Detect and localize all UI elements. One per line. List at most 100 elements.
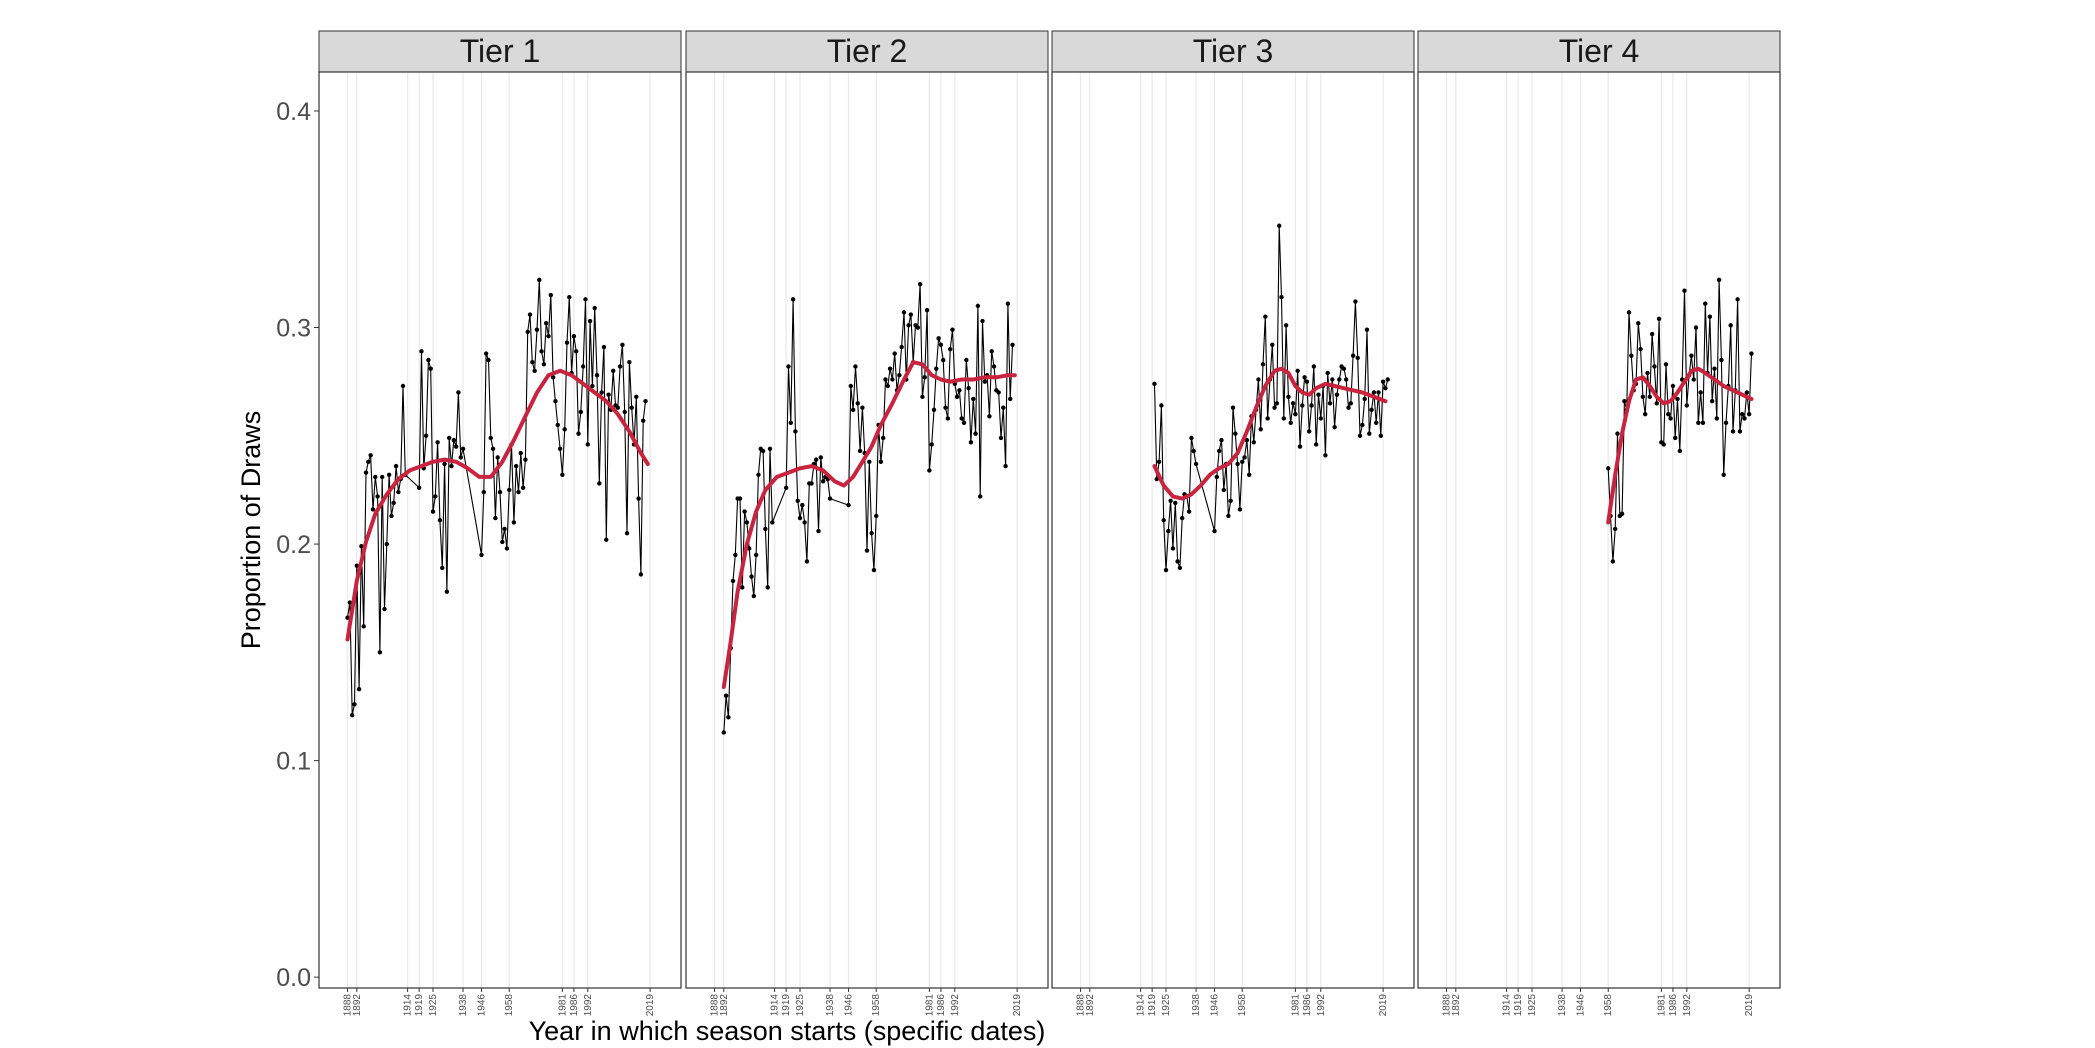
data-point <box>352 702 357 707</box>
data-point <box>899 344 904 350</box>
data-point <box>430 509 436 514</box>
y-tick-label: 0.0 <box>276 964 311 992</box>
data-point <box>883 377 888 382</box>
data-point <box>594 372 600 378</box>
data-point <box>1177 565 1183 571</box>
data-point <box>1304 379 1310 384</box>
data-point <box>553 398 558 404</box>
data-point <box>892 351 897 356</box>
data-point <box>606 392 611 397</box>
data-point <box>1746 411 1752 417</box>
data-point <box>391 500 396 506</box>
data-point <box>523 457 528 462</box>
x-tick-label: 1888 <box>1442 994 1453 1017</box>
data-point <box>1337 377 1342 382</box>
data-point <box>641 418 646 423</box>
data-point <box>1709 398 1715 404</box>
data-point <box>809 481 814 486</box>
data-point <box>1258 427 1263 432</box>
data-point <box>756 472 761 477</box>
data-point <box>924 308 930 313</box>
data-point <box>426 357 431 363</box>
data-point <box>1300 403 1305 408</box>
data-point <box>947 346 953 352</box>
data-point <box>1666 411 1671 417</box>
data-point <box>513 463 519 469</box>
data-point <box>901 310 907 315</box>
data-point <box>354 563 359 568</box>
data-point <box>548 292 554 298</box>
data-point <box>945 416 951 421</box>
data-point <box>733 552 738 558</box>
x-tick-label: 1919 <box>781 994 792 1017</box>
data-point <box>1216 448 1222 454</box>
data-point <box>493 515 498 521</box>
data-point <box>1311 364 1317 369</box>
data-point <box>520 485 526 490</box>
data-point <box>1235 461 1240 467</box>
x-tick-label: 1914 <box>1502 994 1513 1017</box>
x-tick-label: 1946 <box>477 994 488 1017</box>
x-tick-label: 2019 <box>1012 994 1023 1017</box>
data-point <box>1371 390 1377 395</box>
data-point <box>968 440 974 445</box>
smoothed-trend-line <box>1152 366 1388 501</box>
data-point <box>1374 420 1379 426</box>
data-point <box>488 435 493 441</box>
data-point <box>460 446 466 451</box>
data-point <box>1307 429 1312 434</box>
data-point <box>444 589 450 594</box>
data-point <box>827 496 833 501</box>
data-point <box>359 544 364 549</box>
x-tick-label: 1888 <box>343 994 354 1017</box>
data-point <box>751 593 757 599</box>
data-point <box>934 366 939 371</box>
data-point <box>576 431 581 436</box>
data-point <box>964 357 969 363</box>
data-point <box>996 390 1001 395</box>
data-point <box>1256 377 1261 382</box>
data-point <box>804 559 810 564</box>
data-point <box>382 606 387 612</box>
data-point <box>1353 299 1358 304</box>
data-point <box>597 481 602 486</box>
data-point <box>1707 314 1713 319</box>
data-point <box>400 383 406 389</box>
x-tick-label: 1914 <box>770 994 781 1017</box>
data-point <box>1334 392 1340 397</box>
x-tick-label: 1919 <box>1147 994 1158 1017</box>
data-point <box>1357 433 1363 439</box>
data-point <box>636 496 641 501</box>
data-point <box>1214 474 1220 480</box>
data-point <box>534 327 540 332</box>
data-point <box>1730 429 1736 434</box>
x-tick-label: 1958 <box>871 994 882 1017</box>
data-point <box>423 433 429 439</box>
data-point <box>880 435 886 441</box>
data-point <box>1270 342 1275 348</box>
data-point <box>1721 472 1726 477</box>
data-point <box>1170 546 1176 551</box>
data-point <box>885 383 890 389</box>
x-tick-label: 1914 <box>1136 994 1147 1017</box>
data-point <box>908 312 914 317</box>
data-point <box>1272 405 1277 410</box>
data-point <box>458 455 463 460</box>
data-point <box>634 394 639 400</box>
data-point <box>1343 377 1349 382</box>
data-point <box>1693 325 1699 330</box>
data-point <box>511 520 517 525</box>
data-point <box>1221 487 1226 493</box>
data-point <box>820 479 826 484</box>
data-point <box>587 318 593 324</box>
data-point <box>574 349 579 354</box>
data-point <box>1728 323 1733 328</box>
data-point <box>1640 394 1646 400</box>
data-point <box>989 349 994 354</box>
data-point <box>1714 416 1720 421</box>
data-point <box>583 297 588 302</box>
data-point <box>1163 567 1169 573</box>
data-point <box>1263 314 1268 319</box>
